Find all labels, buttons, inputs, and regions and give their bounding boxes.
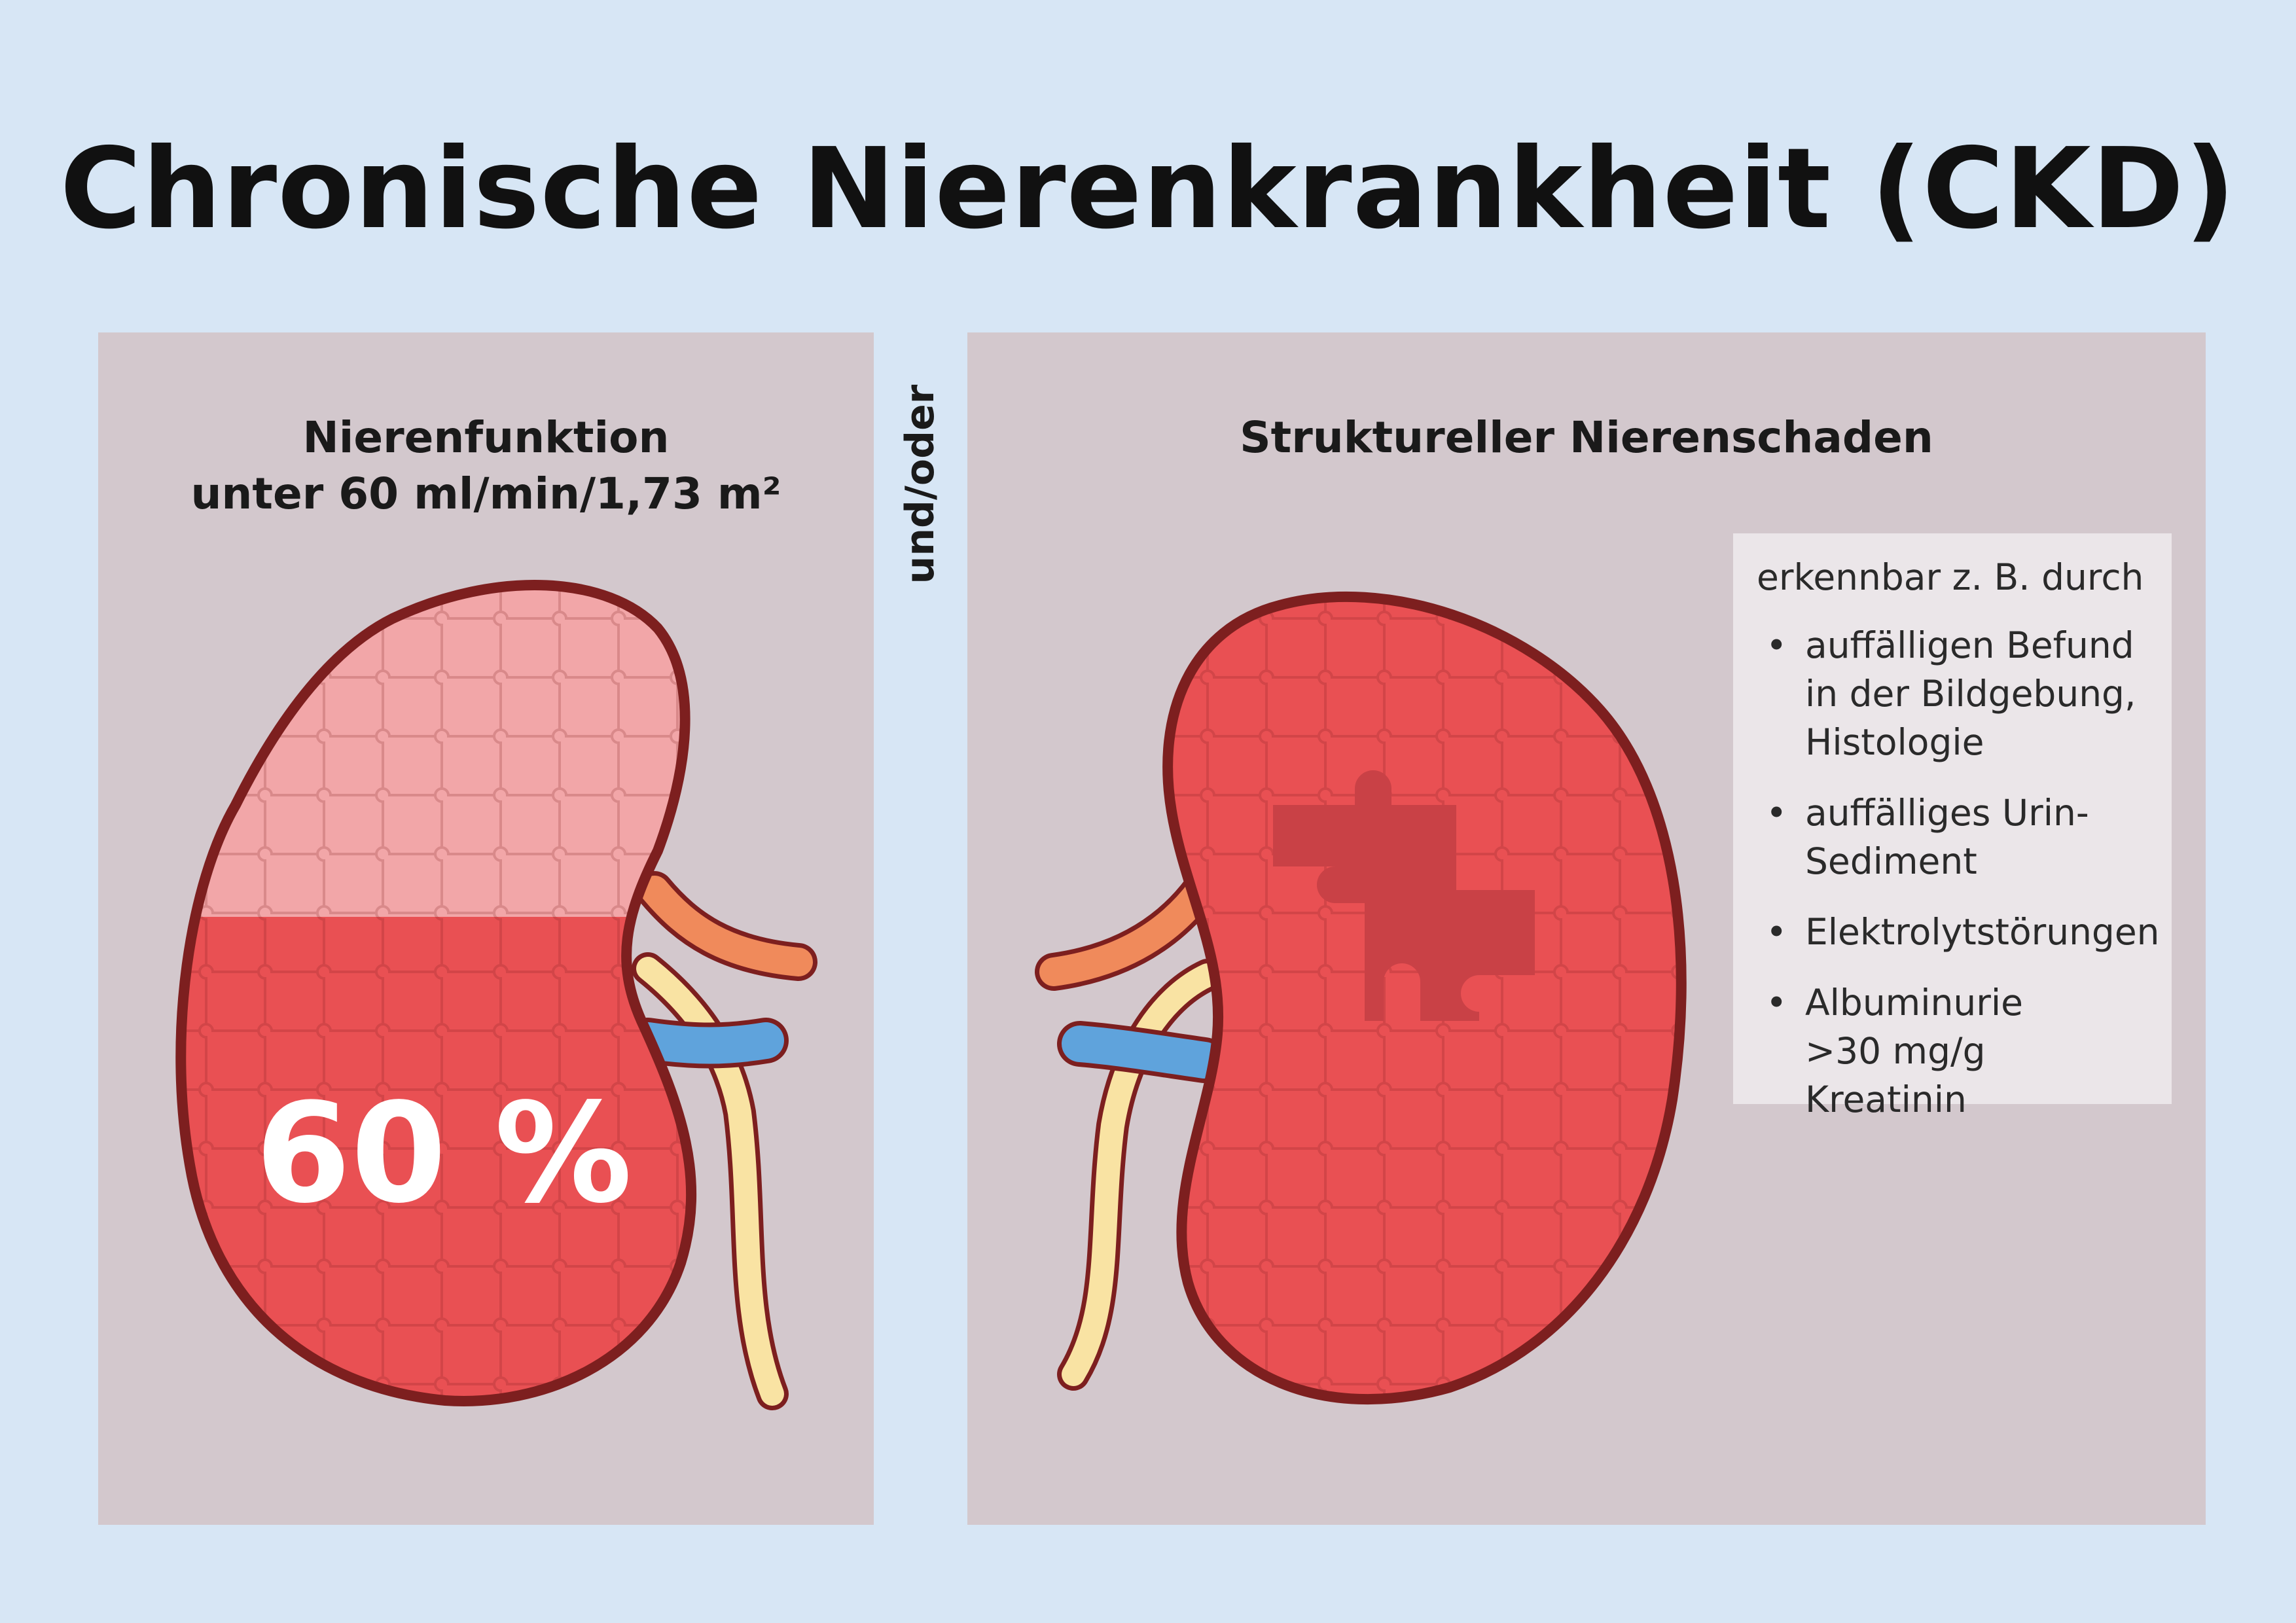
list-item-line: >30 mg/g Kreatinin (1805, 1030, 1986, 1120)
list-item-line: auffälligen Befund (1805, 624, 2134, 666)
infobox-intro: erkennbar z. B. durch (1757, 556, 2144, 598)
list-item-line: auffälliges Urin- (1805, 792, 2089, 834)
list-item: Albuminurie >30 mg/g Kreatinin (1757, 978, 2148, 1124)
list-item: auffälliges Urin- Sediment (1757, 789, 2148, 885)
list-item-line: Histologie (1805, 721, 1984, 763)
infobox-list: auffälligen Befund in der Bildgebung, Hi… (1757, 621, 2160, 1124)
left-kidney (181, 584, 692, 1401)
panel-heading-function-line1: Nierenfunktion (302, 412, 670, 463)
list-item-line: Albuminurie (1805, 982, 2023, 1024)
structural-damage-infobox: erkennbar z. B. durch auffälligen Befund… (1733, 533, 2172, 1120)
remaining-function-percent: 60 % (255, 1073, 632, 1234)
list-item: Elektrolytstörungen (1757, 908, 2160, 956)
list-item-line: Elektrolytstörungen (1805, 911, 2160, 953)
list-item-line: in der Bildgebung, (1805, 673, 2136, 715)
list-item: auffälligen Befund in der Bildgebung, Hi… (1757, 621, 2148, 766)
page-title: Chronische Nierenkrankheit (CKD) (60, 124, 2236, 254)
list-item-line: Sediment (1805, 840, 1977, 882)
missing-puzzle-piece (1273, 770, 1535, 1021)
right-kidney (1168, 596, 1681, 1400)
left-vessels (625, 871, 817, 1410)
panel-heading-structural: Struktureller Nierenschaden (1240, 412, 1933, 463)
right-vessels (1035, 871, 1227, 1391)
panel-heading-function-line2: unter 60 ml/min/1,73 m² (190, 469, 781, 519)
